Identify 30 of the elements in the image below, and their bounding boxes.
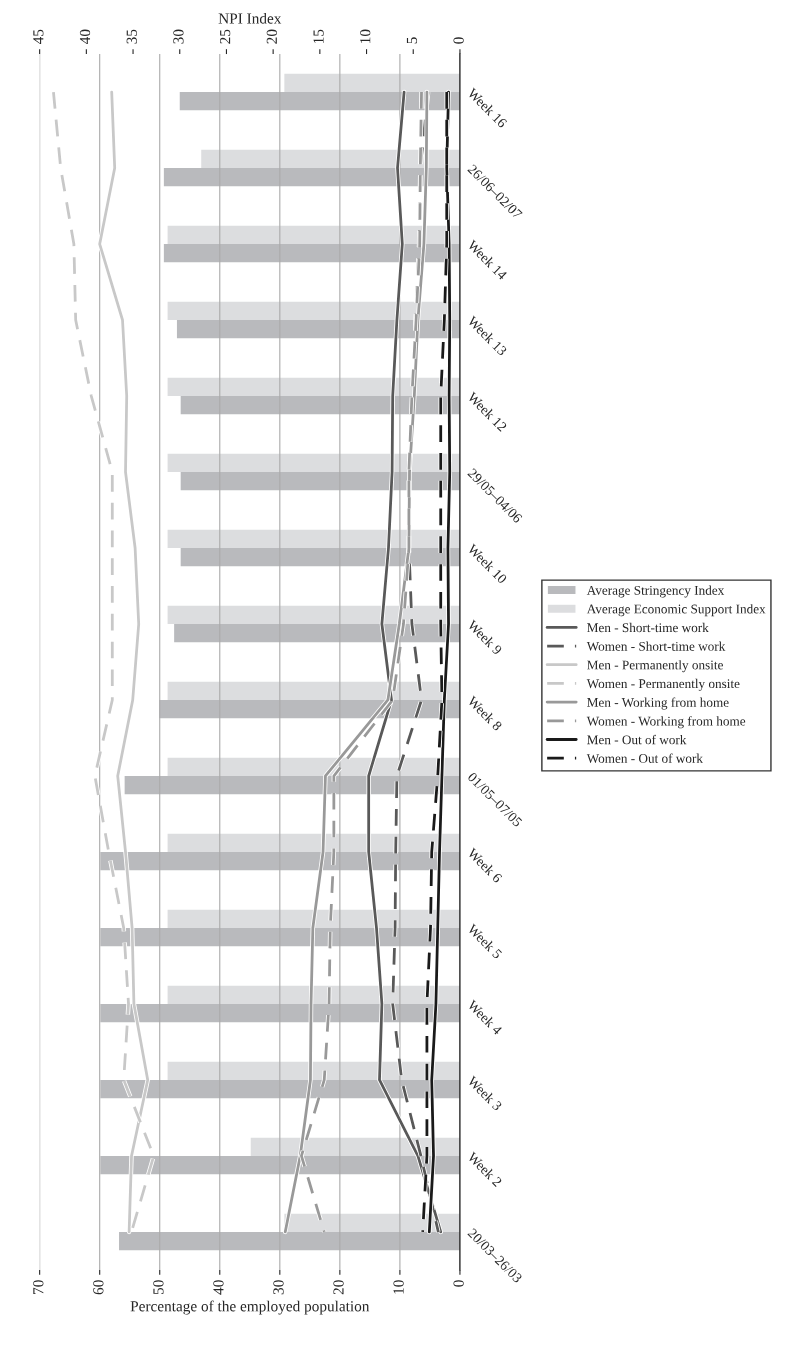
x2-axis-title: NPI Index <box>218 12 282 24</box>
legend-label: Average Economic Support Index <box>586 604 766 617</box>
legend-label: Women - Permanently onsite <box>586 678 740 691</box>
x-tick-label: 0 <box>453 1280 464 1287</box>
x-tick-label: 30 <box>273 1280 284 1295</box>
legend-label: Men - Short-time work <box>587 622 709 633</box>
x2-tick-label: 15 <box>313 29 324 43</box>
legend-label: Men - Out of work <box>587 734 687 745</box>
legend-label: Women - Short-time work <box>586 641 726 651</box>
x-axis-title: Percentage of the employed population <box>130 1300 370 1315</box>
legend-label: Women - Out of work <box>586 753 703 763</box>
legend-label: Men - Permanently onsite <box>587 660 723 673</box>
x-tick-label: 40 <box>213 1280 224 1295</box>
x2-tick-label: 0 <box>453 37 464 44</box>
x-tick-label: 70 <box>33 1280 44 1294</box>
x-tick-label: 10 <box>393 1280 404 1294</box>
x-tick-label: 50 <box>153 1280 164 1295</box>
legend-label: Men - Working from home <box>587 697 729 710</box>
x2-tick-label: 20 <box>266 29 277 44</box>
x-tick-label: 60 <box>93 1280 104 1295</box>
legend-label: Women - Working from home <box>586 716 746 729</box>
x2-tick-label: 10 <box>360 29 371 43</box>
legend-label: Average Stringency Index <box>586 585 725 598</box>
x2-tick-label: 30 <box>173 29 184 44</box>
x2-tick-label: 5 <box>406 37 418 44</box>
x2-tick-label: 35 <box>126 29 137 44</box>
x2-tick-label: 45 <box>33 29 44 45</box>
x2-tick-label: 40 <box>79 29 91 45</box>
x2-tick-label: 25 <box>220 29 231 44</box>
x-tick-label: 20 <box>333 1280 344 1295</box>
